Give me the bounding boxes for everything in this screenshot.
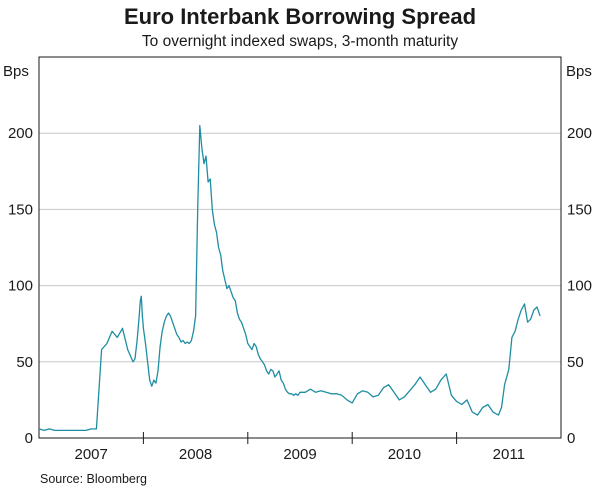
y-axis-unit-right: Bps: [566, 63, 592, 80]
series-line-euro-spread: [38, 124, 541, 432]
x-tick-labels: 2007 2008 2009 2010 2011: [75, 446, 525, 463]
y-tick-right-50: 50: [567, 354, 584, 371]
x-tick-2009: 2009: [283, 446, 316, 463]
y-tick-labels: 0 0 50 50 100 100 150 150 200 200: [8, 125, 592, 447]
source-note: Source: Bloomberg: [40, 472, 147, 486]
y-tick-left-0: 0: [25, 430, 33, 447]
y-tick-left-50: 50: [16, 354, 33, 371]
x-tick-2011: 2011: [493, 446, 525, 463]
y-tick-left-200: 200: [8, 125, 33, 142]
x-tick-2010: 2010: [388, 446, 421, 463]
y-tick-right-100: 100: [567, 278, 592, 295]
chart-subtitle: To overnight indexed swaps, 3-month matu…: [142, 33, 458, 50]
plot-frame: [38, 56, 562, 439]
x-tick-2008: 2008: [179, 446, 212, 463]
x-tick-2007: 2007: [75, 446, 108, 463]
chart-title: Euro Interbank Borrowing Spread: [124, 4, 476, 29]
gridlines: [39, 132, 561, 363]
y-tick-right-200: 200: [567, 125, 592, 142]
y-tick-left-100: 100: [8, 278, 33, 295]
y-tick-right-150: 150: [567, 201, 592, 218]
y-tick-right-0: 0: [567, 430, 575, 447]
y-tick-left-150: 150: [8, 201, 33, 218]
y-axis-unit-left: Bps: [3, 63, 29, 80]
